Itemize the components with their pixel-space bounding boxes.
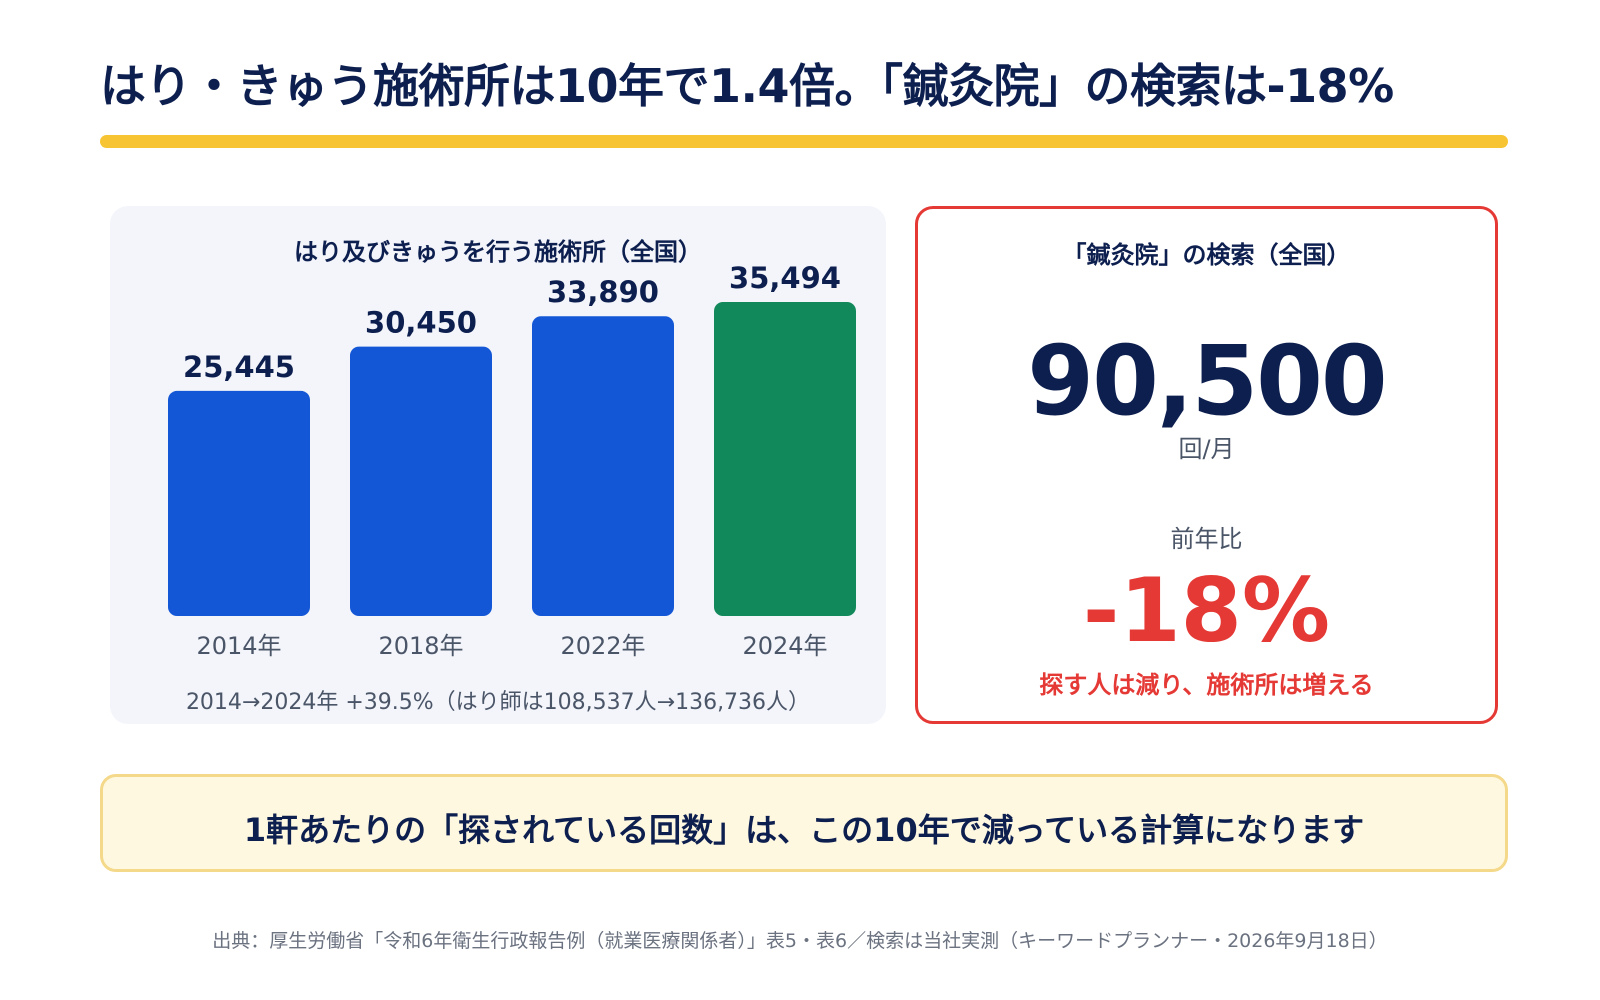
chart-panel: 25,445 2014年 30,450 2018年 33,890 2022年 35,494 2…: [110, 206, 886, 724]
callout-text: 1軒あたりの「探されている回数」は、この10年で減っている計算になります: [243, 811, 1365, 849]
bar-2022年: [532, 316, 674, 616]
bar-value-label: 25,445: [183, 350, 295, 384]
bar-value-label: 30,450: [365, 306, 477, 340]
x-tick-label: 2024年: [742, 632, 827, 660]
bar-chart: 25,445 2014年 30,450 2018年 33,890 2022年 35,494 2…: [168, 261, 856, 660]
x-tick-label: 2022年: [560, 632, 645, 660]
bar-2014年: [168, 390, 310, 616]
title-underline: [100, 135, 1508, 148]
page-title: はり・きゅう施術所は10年で1.4倍。「鍼灸院」の検索は-18%: [100, 59, 1394, 113]
stat-compare-label: 前年比: [1170, 525, 1243, 553]
chart-title: はり及びきゅうを行う施術所（全国）: [294, 238, 702, 266]
callout-box: 1軒あたりの「探されている回数」は、この10年で減っている計算になります: [100, 774, 1508, 872]
search-stat-card: 「鍼灸院」の検索（全国） 90,500 回/月 前年比 -18% 探す人は減り、…: [915, 206, 1498, 724]
stat-value: 90,500: [1027, 325, 1387, 437]
stat-compare-value: -18%: [1082, 559, 1331, 662]
bar-value-label: 33,890: [547, 275, 659, 309]
x-tick-label: 2018年: [378, 632, 463, 660]
x-tick-label: 2014年: [196, 632, 281, 660]
bar-2018年: [350, 346, 492, 616]
source-note: 出典：厚生労働省「令和6年衛生行政報告例（就業医療関係者）」表5・表6／検索は当…: [212, 930, 1388, 952]
bar-2024年: [714, 302, 856, 616]
bar-value-label: 35,494: [729, 261, 841, 295]
stat-title: 「鍼灸院」の検索（全国）: [1062, 241, 1351, 269]
chart-note: 2014→2024年 +39.5%（はり師は108,537人→136,736人）: [185, 690, 811, 715]
stat-unit: 回/月: [1178, 435, 1235, 463]
stat-caption: 探す人は減り、施術所は増える: [1039, 671, 1374, 699]
